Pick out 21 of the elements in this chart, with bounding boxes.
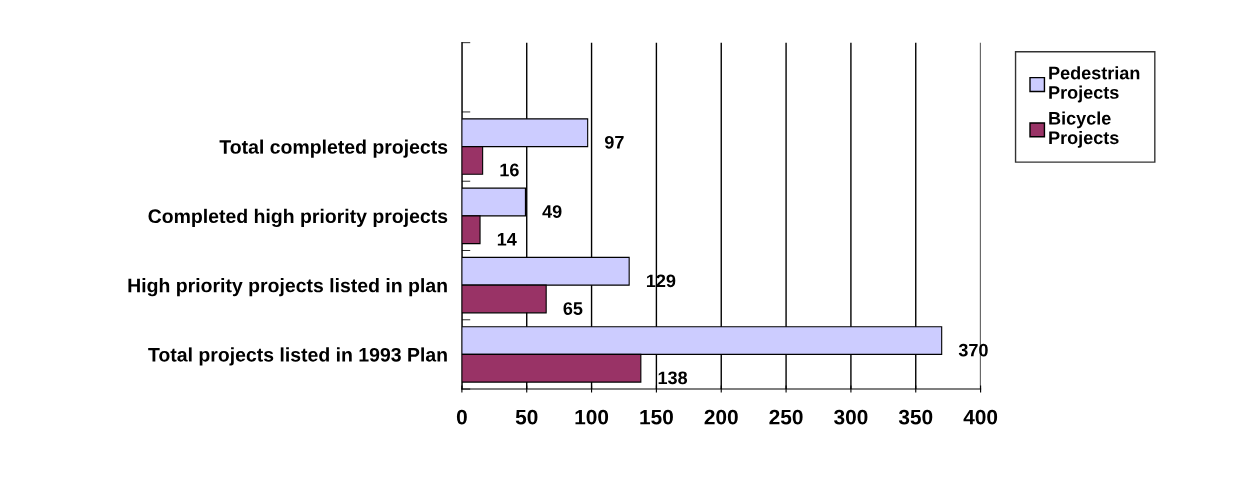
x-tick-label: 200 xyxy=(704,409,738,425)
data-label: 138 xyxy=(658,371,688,385)
x-tick-label: 300 xyxy=(834,409,868,425)
y-tick-label: Total completed projects xyxy=(219,139,448,158)
legend-label: Pedestrian Projects xyxy=(1049,66,1140,103)
y-tick-label: Completed high priority projects xyxy=(148,208,448,228)
y-tick-label: Total projects listed in 1993 Plan xyxy=(148,347,447,366)
x-tick-label: 400 xyxy=(963,409,998,425)
x-tick-label: 150 xyxy=(640,409,673,425)
x-tick-label: 0 xyxy=(456,409,467,425)
y-tick-label: High priority projects listed in plan xyxy=(128,278,447,297)
data-label: 65 xyxy=(563,302,583,315)
data-label: 49 xyxy=(542,205,562,218)
data-label: 16 xyxy=(500,163,519,177)
legend-label: Bicycle Projects xyxy=(1049,111,1119,148)
x-tick-label: 350 xyxy=(898,409,933,425)
x-tick-label: 100 xyxy=(575,409,609,425)
x-tick-label: 250 xyxy=(769,409,803,425)
x-tick-label: 50 xyxy=(515,409,538,425)
data-label: 97 xyxy=(604,135,624,149)
data-label: 14 xyxy=(497,233,517,246)
